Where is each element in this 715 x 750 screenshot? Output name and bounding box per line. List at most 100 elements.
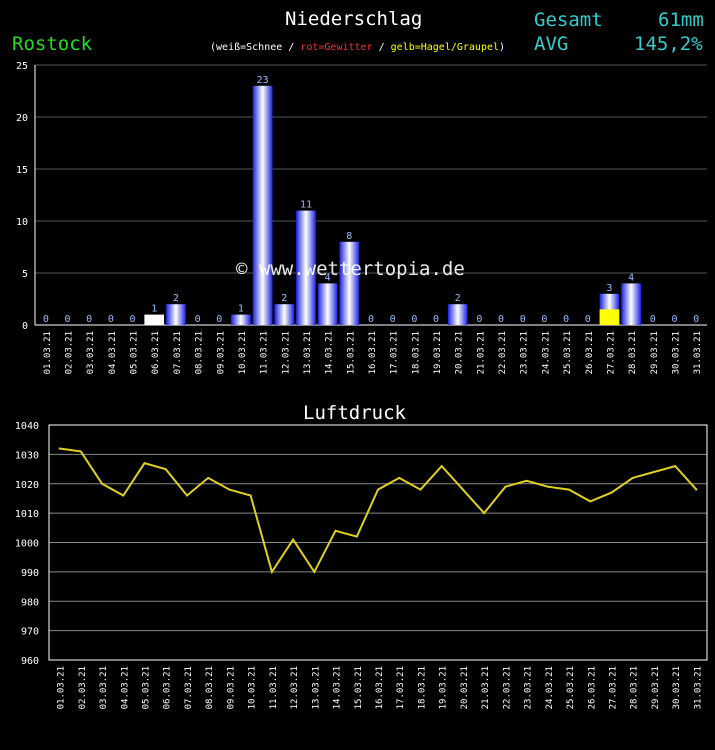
x-tick-label: 18.03.21	[417, 666, 427, 709]
x-tick-label: 22.03.21	[498, 331, 508, 374]
x-tick-label: 29.03.21	[651, 666, 661, 709]
pressure-title: Luftdruck	[303, 402, 406, 424]
bar-value-label: 0	[86, 314, 92, 325]
bar-value-label: 0	[520, 314, 526, 325]
data-point	[207, 476, 210, 479]
y-tick-label: 1000	[15, 539, 39, 550]
bar-value-label: 0	[498, 314, 504, 325]
x-tick-label: 09.03.21	[226, 666, 236, 709]
bar-value-label: 0	[216, 314, 222, 325]
x-tick-label: 11.03.21	[260, 331, 270, 374]
data-point	[249, 494, 252, 497]
x-tick-label: 09.03.21	[216, 331, 226, 374]
data-point	[185, 494, 188, 497]
data-point	[419, 488, 422, 491]
bar-value-label: 0	[411, 314, 417, 325]
avg-label: AVG	[534, 33, 569, 55]
legend-close: )	[499, 42, 506, 53]
x-tick-label: 01.03.21	[43, 331, 53, 374]
x-tick-label: 13.03.21	[311, 666, 321, 709]
y-tick-label: 15	[16, 165, 28, 176]
precipitation-chart: 0510152025001.03.21002.03.21003.03.21004…	[16, 61, 707, 374]
x-tick-label: 16.03.21	[375, 666, 385, 709]
x-tick-label: 21.03.21	[481, 666, 491, 709]
bar-value-label: 0	[433, 314, 439, 325]
x-tick-label: 27.03.21	[608, 666, 618, 709]
plot-frame	[48, 424, 708, 661]
chart-title: Niederschlag	[285, 8, 423, 30]
x-tick-label: 13.03.21	[303, 331, 313, 374]
bar-snow	[144, 314, 165, 325]
x-tick-label: 22.03.21	[502, 666, 512, 709]
x-tick-label: 18.03.21	[411, 331, 421, 374]
x-tick-label: 23.03.21	[524, 666, 534, 709]
y-tick-label: 0	[22, 321, 28, 332]
x-tick-label: 10.03.21	[248, 666, 258, 709]
x-tick-label: 02.03.21	[65, 331, 75, 374]
x-tick-label: 19.03.21	[439, 666, 449, 709]
data-point	[143, 462, 146, 465]
bar	[447, 304, 468, 325]
data-point	[228, 488, 231, 491]
bar-value-label: 2	[281, 293, 287, 304]
x-tick-label: 03.03.21	[86, 331, 96, 374]
x-tick-label: 25.03.21	[566, 666, 576, 709]
data-point	[610, 491, 613, 494]
x-tick-label: 26.03.21	[585, 331, 595, 374]
data-point	[525, 479, 528, 482]
bar-value-label: 0	[541, 314, 547, 325]
x-tick-label: 30.03.21	[671, 331, 681, 374]
x-tick-label: 15.03.21	[354, 666, 364, 709]
legend-snow: weiß=Schnee	[216, 42, 283, 53]
x-tick-label: 28.03.21	[630, 666, 640, 709]
bar-value-label: 2	[455, 293, 461, 304]
x-tick-label: 24.03.21	[545, 666, 555, 709]
bar-value-label: 4	[325, 272, 331, 283]
y-tick-label: 1020	[15, 480, 39, 491]
bar	[231, 314, 251, 325]
x-tick-label: 31.03.21	[693, 331, 703, 374]
station-name: Rostock	[12, 33, 93, 55]
data-point	[631, 476, 634, 479]
data-point	[313, 570, 316, 573]
pressure-chart: 960 970 980 990 1000 1010 1020 1030 1040 01.03.21…	[15, 421, 708, 709]
data-point	[292, 538, 295, 541]
x-tick-label: 21.03.21	[476, 331, 486, 374]
y-tick-label: 5	[22, 269, 28, 280]
bar-value-label: 1	[238, 304, 244, 315]
data-point	[79, 450, 82, 453]
bar-value-label: 0	[476, 314, 482, 325]
data-point	[440, 465, 443, 468]
legend-hail: gelb=Hagel/Graupel	[390, 42, 500, 53]
series-line-luftdruck	[59, 447, 698, 575]
data-point	[546, 485, 549, 488]
data-point	[674, 465, 677, 468]
data-point	[377, 488, 379, 491]
data-point	[695, 488, 698, 491]
y-tick-label: 1010	[15, 509, 39, 520]
legend-separator: /	[372, 42, 391, 53]
data-point	[334, 529, 337, 532]
bar	[296, 210, 316, 325]
bar-value-label: 0	[671, 314, 677, 325]
bar	[339, 241, 360, 325]
x-tick-label: 29.03.21	[650, 331, 660, 374]
data-point	[270, 570, 273, 573]
x-tick-label: 10.03.21	[238, 331, 248, 374]
x-tick-label: 27.03.21	[606, 331, 616, 374]
x-tick-label: 16.03.21	[368, 331, 378, 374]
x-tick-label: 26.03.21	[587, 666, 597, 709]
data-point	[461, 488, 464, 491]
y-tick-label: 10	[16, 217, 28, 228]
x-tick-label: 28.03.21	[628, 331, 638, 374]
data-point	[101, 482, 104, 485]
total-value: 61mm	[658, 9, 704, 31]
x-tick-label: 05.03.21	[142, 666, 152, 709]
x-tick-label: 07.03.21	[173, 331, 183, 374]
x-tick-label: 15.03.21	[346, 331, 356, 374]
x-tick-label: 08.03.21	[195, 331, 205, 374]
x-tick-label: 04.03.21	[120, 666, 130, 709]
bar-value-label: 4	[628, 272, 634, 283]
data-point	[398, 476, 401, 479]
